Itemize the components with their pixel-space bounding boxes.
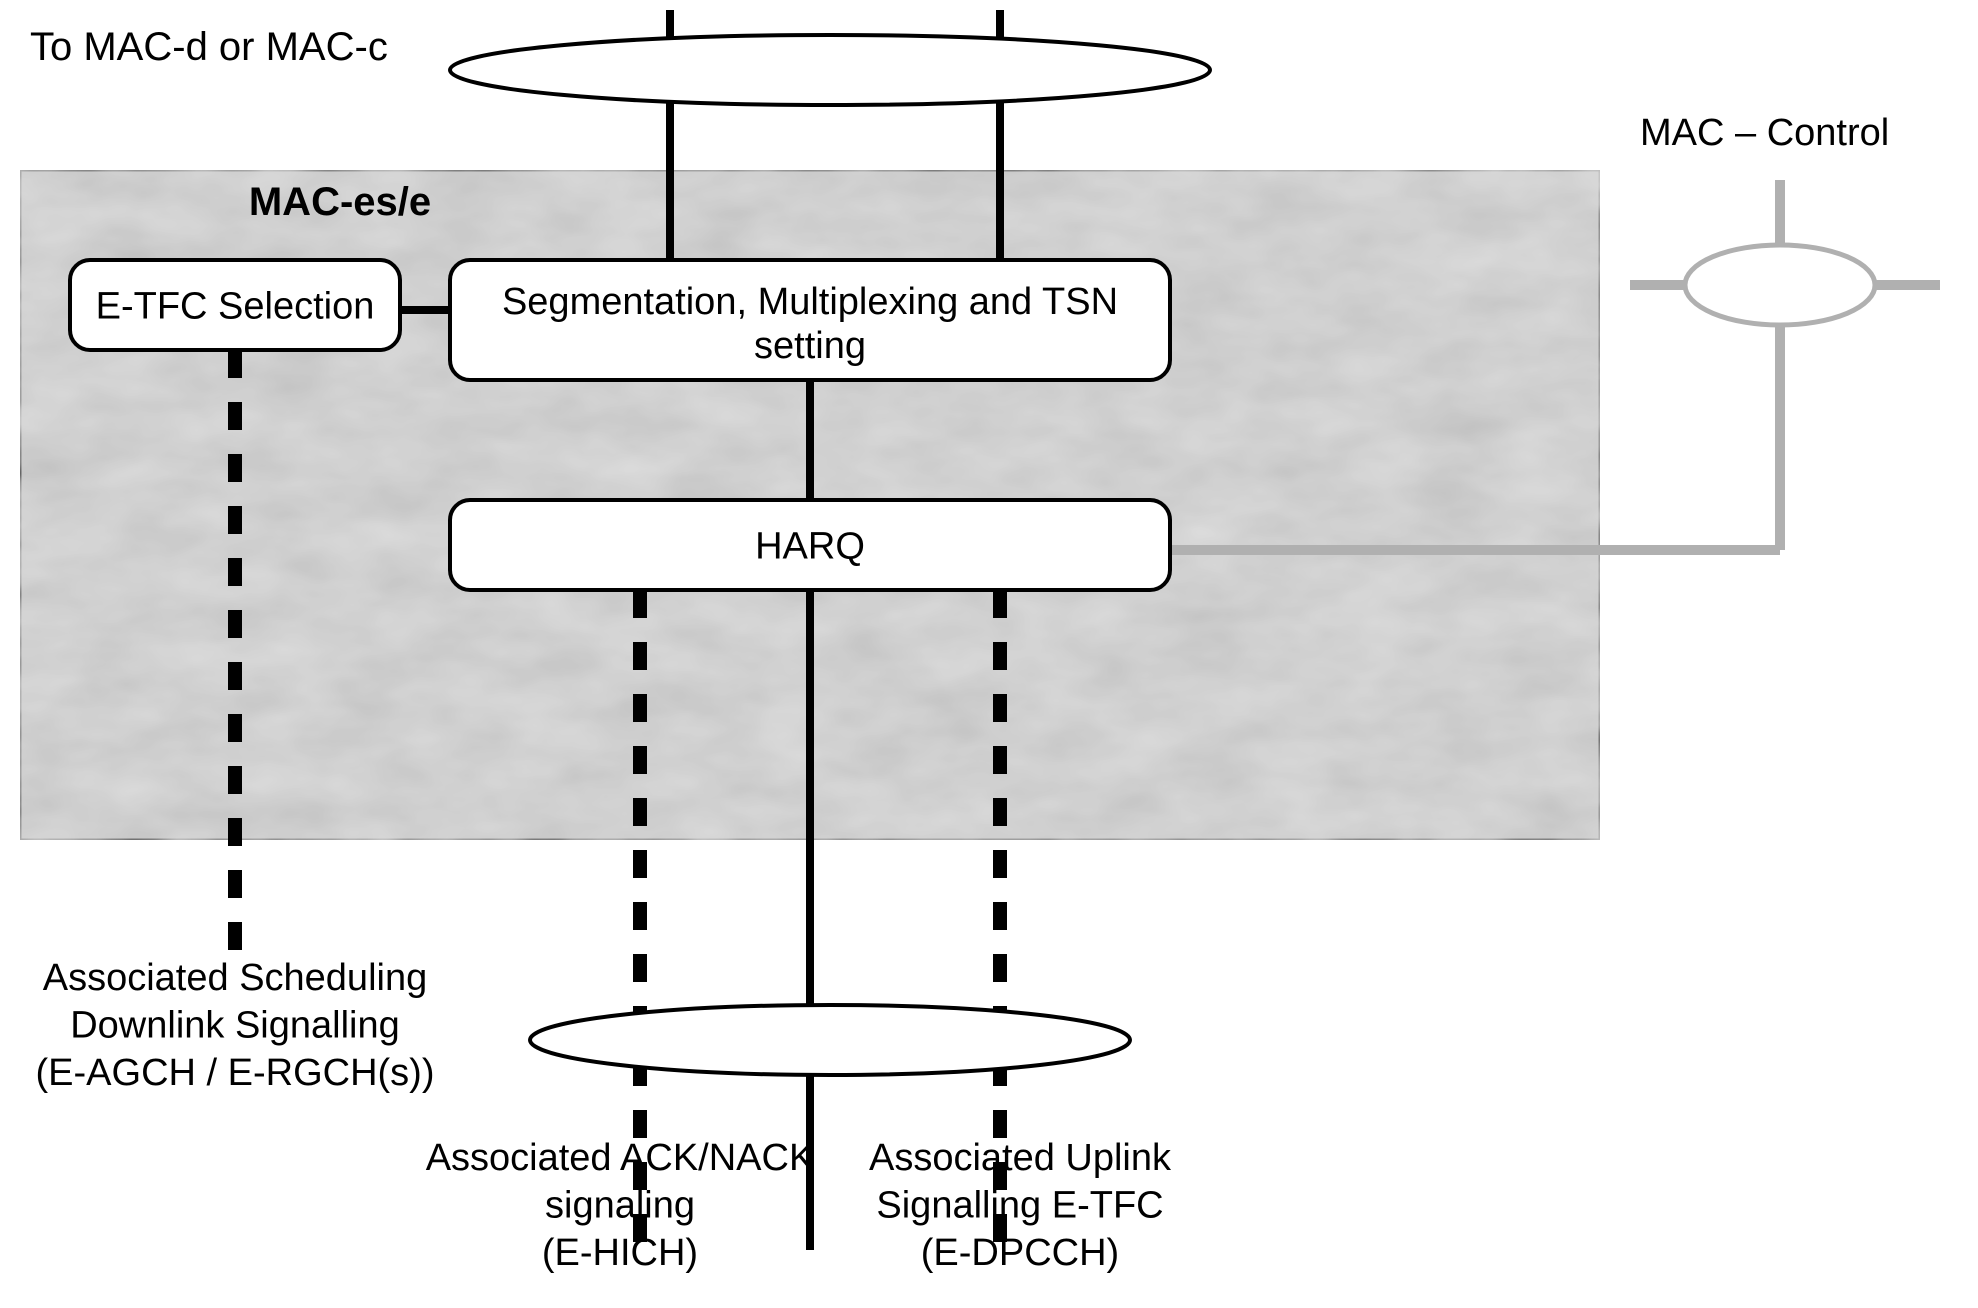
label-uplink-line2: Signalling E-TFC — [876, 1185, 1163, 1227]
label-uplink-line1: Associated Uplink — [869, 1137, 1172, 1179]
sap-ellipse-ctrl — [1685, 245, 1875, 325]
node-etfc-label: E-TFC Selection — [96, 285, 375, 327]
sap-ellipse-top — [450, 35, 1210, 105]
node-harq-label: HARQ — [755, 525, 865, 567]
label-scheduling-line3: (E-AGCH / E-RGCH(s)) — [36, 1052, 435, 1094]
label-scheduling-line1: Associated Scheduling — [43, 957, 427, 999]
label-scheduling-line2: Downlink Signalling — [70, 1005, 400, 1047]
label-uplink-line3: (E-DPCCH) — [921, 1232, 1119, 1274]
label-mac-control: MAC – Control — [1640, 112, 1889, 154]
label-acknack-line3: (E-HICH) — [542, 1232, 698, 1274]
sap-ellipse-bot — [530, 1005, 1130, 1075]
label-acknack-line1: Associated ACK/NACK — [426, 1137, 815, 1179]
node-seg-label-2: setting — [754, 325, 866, 367]
label-to-macd-macc: To MAC-d or MAC-c — [30, 25, 388, 69]
label-acknack-line2: signaling — [545, 1185, 695, 1227]
mac-ese-title: MAC-es/e — [249, 180, 431, 224]
node-seg-label-1: Segmentation, Multiplexing and TSN — [502, 281, 1118, 323]
